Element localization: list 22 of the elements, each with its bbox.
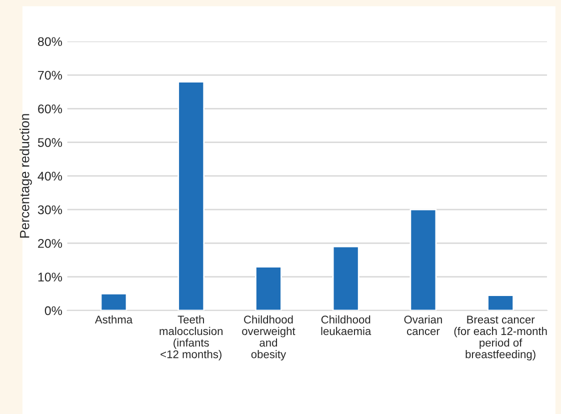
y-tick-label: 80%	[38, 37, 62, 46]
x-tick-label: Ovarian cancer	[404, 315, 442, 336]
y-tick-label: 0%	[44, 306, 62, 316]
bar	[332, 246, 360, 310]
x-tick-label: Breast cancer (for each 12-month period of breastfeeding)	[454, 316, 547, 360]
bar	[487, 294, 514, 310]
bar	[100, 292, 128, 310]
y-tick-label: 30%	[38, 205, 62, 214]
y-axis-title: Percentage reduction	[20, 114, 32, 238]
y-tick-label: 70%	[38, 70, 62, 80]
y-tick-label: 40%	[38, 172, 62, 181]
bar	[255, 266, 282, 310]
bar	[178, 81, 205, 310]
bar	[410, 208, 437, 310]
y-tick-label: 60%	[38, 104, 62, 114]
y-tick-label: 50%	[38, 138, 62, 147]
x-tick-label: Childhood overweight and obesity	[242, 315, 296, 360]
y-tick-label: 20%	[38, 239, 62, 248]
x-tick-label: Asthma	[94, 315, 133, 324]
x-tick-label: Childhood leukaemia	[321, 315, 372, 336]
y-tick-label: 10%	[38, 272, 62, 282]
x-tick-label: Teeth malocclusion (infants <12 months)	[160, 315, 222, 360]
